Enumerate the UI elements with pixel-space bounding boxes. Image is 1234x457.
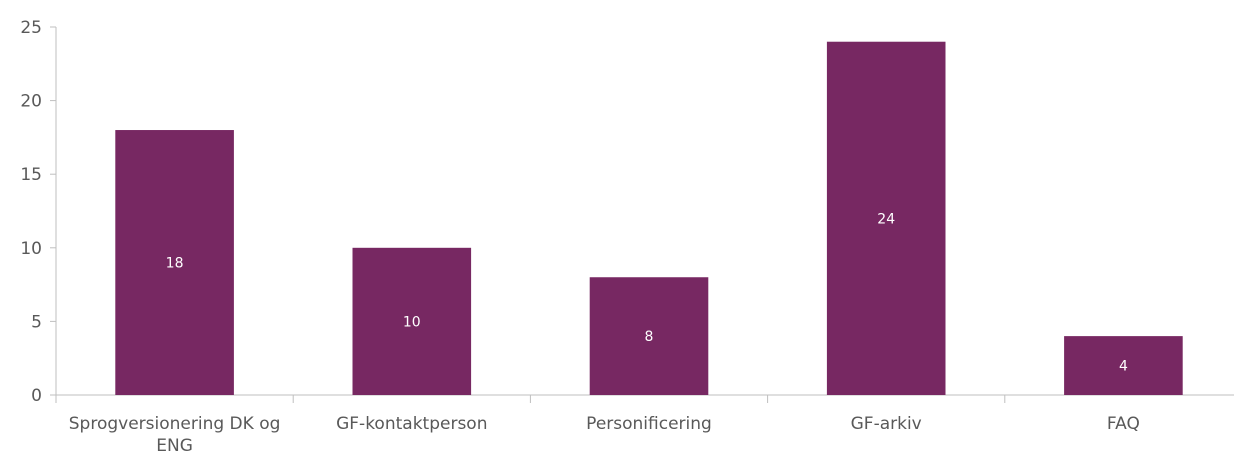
bar — [1064, 336, 1183, 395]
y-axis: 0 5 10 15 20 25 — [20, 18, 57, 406]
data-label: 4 — [1119, 359, 1128, 375]
x-tick-label: FAQ — [1107, 414, 1140, 434]
bar — [589, 277, 709, 395]
y-tick-label: 5 — [31, 312, 42, 332]
y-tick-label: 20 — [20, 92, 42, 112]
y-tick-label: 25 — [20, 18, 42, 38]
x-tick-label: GF-arkiv — [851, 414, 922, 434]
bar — [352, 247, 472, 395]
x-axis: Sprogversionering DK og ENG GF-kontaktpers… — [55, 394, 1234, 456]
data-label: 8 — [645, 329, 654, 345]
y-tick-label: 10 — [20, 239, 42, 259]
y-tick-label: 15 — [20, 165, 42, 185]
bars — [115, 41, 1183, 396]
data-label: 24 — [877, 211, 895, 227]
y-tick-label: 0 — [31, 386, 42, 406]
data-labels: 18 10 8 24 4 — [166, 211, 1128, 374]
x-tick-label: Sprogversionering DK og ENG — [69, 414, 281, 456]
bar — [115, 130, 234, 396]
data-label: 18 — [166, 256, 184, 272]
data-label: 10 — [403, 314, 421, 330]
bar — [826, 41, 946, 395]
x-tick-label: Personificering — [586, 414, 712, 434]
x-tick-label: GF-kontaktperson — [336, 414, 487, 434]
